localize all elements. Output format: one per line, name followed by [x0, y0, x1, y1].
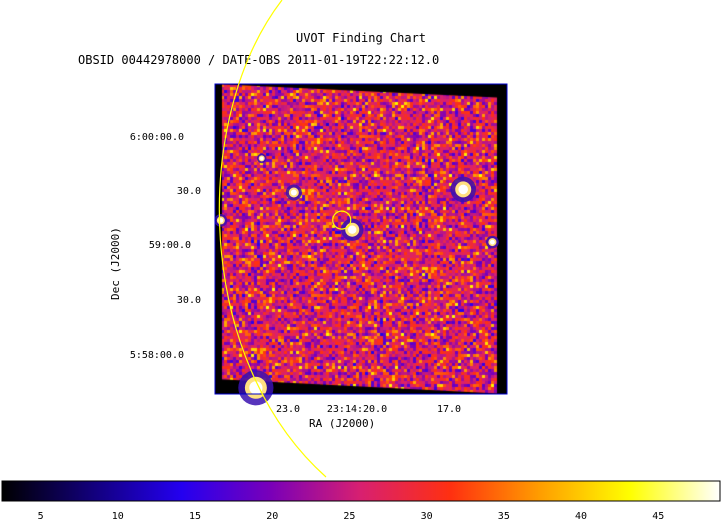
x-ticks: 23.0 23:14:20.0 17.0	[276, 404, 461, 415]
x-tick-label: 17.0	[437, 404, 461, 415]
source-core	[259, 156, 264, 161]
field-of-view-arc	[218, 0, 327, 478]
source-core	[290, 189, 297, 196]
colorbar: 5 10 15 20 25 30 35 40 45	[1, 480, 721, 521]
colorbar-tick-label: 5	[38, 511, 44, 521]
x-tick-label: 23.0	[276, 404, 300, 415]
y-tick-label: 6:00:00.0	[130, 132, 184, 143]
y-tick-label: 59:00.0	[149, 240, 191, 251]
chart-title: UVOT Finding Chart	[295, 31, 427, 45]
colorbar-tick-label: 25	[343, 511, 355, 521]
y-tick-label: 30.0	[177, 295, 201, 306]
x-axis-label: RA (J2000)	[309, 417, 376, 430]
colorbar-gradient	[1, 480, 721, 502]
colorbar-tick-label: 35	[498, 511, 510, 521]
y-axis-label: Dec (J2000)	[109, 227, 122, 300]
colorbar-tick-label: 15	[189, 511, 201, 521]
y-ticks: 6:00:00.0 30.0 59:00.0 30.0 5:58:00.0	[130, 132, 201, 361]
chart-subtitle: OBSID 00442978000 / DATE-OBS 2011-01-19T…	[78, 53, 440, 67]
source-core	[490, 239, 495, 245]
target-circle	[332, 210, 352, 230]
y-tick-label: 30.0	[177, 186, 201, 197]
colorbar-tick-label: 40	[575, 511, 587, 521]
colorbar-tick-label: 10	[112, 511, 124, 521]
sky-image	[215, 84, 507, 394]
x-tick-label: 23:14:20.0	[327, 404, 387, 415]
source-core	[458, 184, 469, 195]
source-core	[348, 225, 357, 234]
source-core	[249, 381, 263, 395]
image-panel	[215, 84, 507, 394]
colorbar-tick-label: 45	[652, 511, 664, 521]
image-frame	[214, 83, 508, 395]
colorbar-tick-label: 30	[421, 511, 433, 521]
y-tick-label: 5:58:00.0	[130, 350, 184, 361]
colorbar-tick-label: 20	[266, 511, 278, 521]
overlay	[214, 0, 508, 478]
